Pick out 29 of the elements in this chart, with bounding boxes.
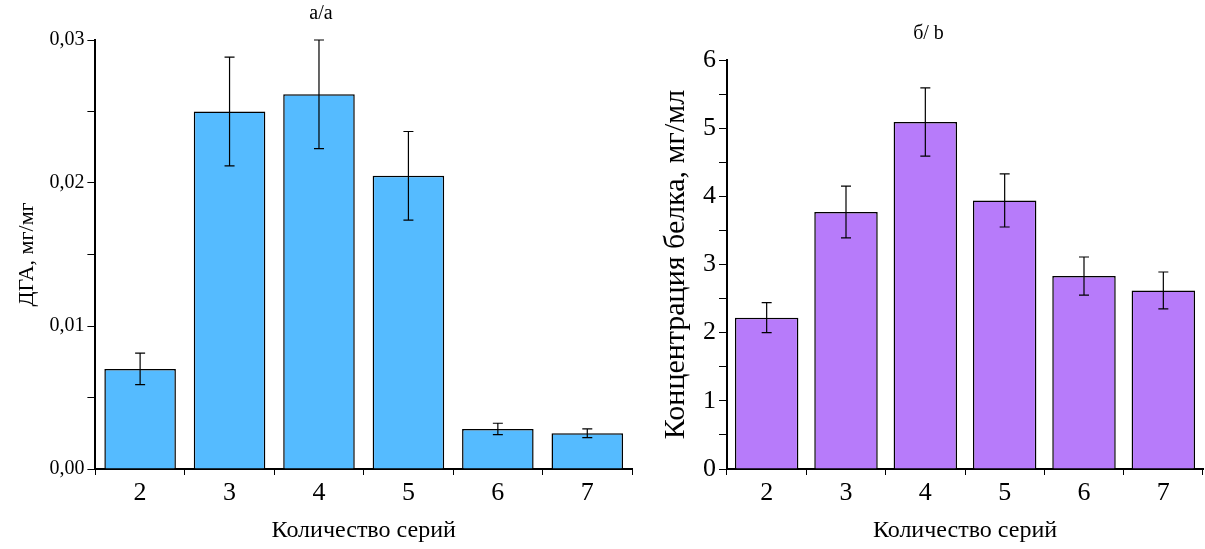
- y-tick-label: 3: [703, 248, 716, 278]
- x-tick-label: 5: [998, 477, 1012, 507]
- y-tick-label: 5: [703, 111, 716, 141]
- x-tick-label: 3: [839, 477, 853, 507]
- y-tick-label: 1: [703, 384, 716, 414]
- y-tick-label: 0,00: [49, 456, 85, 479]
- x-tick-label: 2: [133, 477, 147, 507]
- y-axis-title: Концентрация белка, мг/мл: [656, 89, 690, 440]
- x-tick-label: 4: [312, 477, 326, 507]
- x-tick-label: 3: [223, 477, 237, 507]
- x-tick-label: 7: [580, 477, 594, 507]
- chart-title: б/ b: [913, 21, 944, 44]
- x-axis-title: Количество серий: [872, 515, 1058, 542]
- x-tick-label: 5: [401, 477, 415, 507]
- x-tick-label: 6: [1077, 477, 1091, 507]
- chart-title: а/a: [309, 1, 333, 24]
- y-tick-label: 6: [703, 43, 716, 73]
- y-tick-label: 2: [703, 316, 716, 346]
- x-tick-label: 7: [1156, 477, 1170, 507]
- x-axis-title: Количество серий: [271, 515, 456, 542]
- x-tick-label: 2: [760, 477, 774, 507]
- y-tick-label: 4: [703, 180, 716, 210]
- y-tick-label: 0: [703, 452, 716, 482]
- y-tick-label: 0,01: [49, 313, 85, 336]
- x-tick-label: 4: [918, 477, 932, 507]
- y-tick-label: 0,03: [49, 27, 85, 50]
- y-tick-label: 0,02: [49, 170, 85, 193]
- y-axis-title: ДГА, мг/мг: [12, 202, 38, 307]
- x-tick-label: 6: [491, 477, 505, 507]
